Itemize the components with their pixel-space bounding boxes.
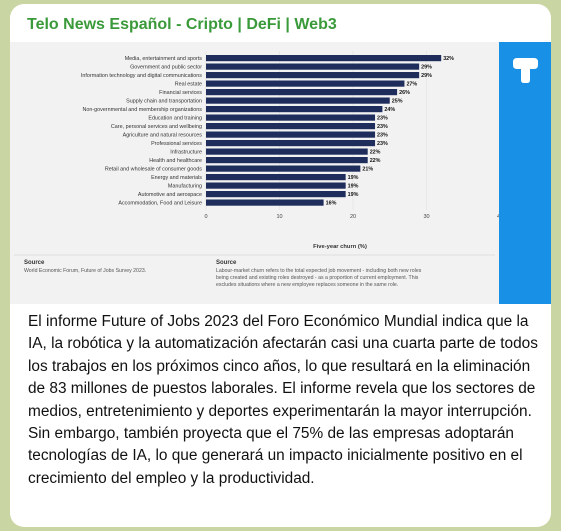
bar-value-label: 21% <box>362 167 373 173</box>
bar <box>206 182 346 189</box>
bar <box>206 140 376 147</box>
media-image[interactable]: 32% Media, entertainment and sports 29% Gov… <box>10 42 551 304</box>
category-label: Media, entertainment and sports <box>125 56 203 62</box>
x-axis-title: Five-year churn (%) <box>313 244 367 250</box>
bar-value-label: 16% <box>326 201 337 207</box>
category-label: Information technology and digital commu… <box>81 73 202 79</box>
bar <box>206 89 398 96</box>
note-title: Source <box>216 260 237 266</box>
category-label: Automotive and aerospace <box>138 192 202 198</box>
category-label: Care, personal services and wellbeing <box>111 124 202 130</box>
bar <box>206 191 346 198</box>
bar <box>206 72 420 79</box>
telegraph-t-icon <box>513 58 538 83</box>
category-label: Accommodation, Food and Leisure <box>118 201 202 207</box>
category-label: Agriculture and natural resources <box>123 133 203 139</box>
bar-value-label: 29% <box>421 65 432 71</box>
category-label: Supply chain and transportation <box>126 99 202 105</box>
bar-value-label: 32% <box>443 56 454 62</box>
category-label: Retail and wholesale of consumer goods <box>105 167 202 173</box>
x-tick-label: 0 <box>204 214 207 220</box>
side-banner <box>499 42 551 304</box>
bar-value-label: 22% <box>370 158 381 164</box>
bar-value-label: 23% <box>377 133 388 139</box>
bar-value-label: 25% <box>392 99 403 105</box>
bar-value-label: 23% <box>377 124 388 130</box>
bar-value-label: 29% <box>421 73 432 79</box>
bar <box>206 97 390 104</box>
source-text: World Economic Forum, Future of Jobs Sur… <box>24 268 146 274</box>
category-label: Health and healthcare <box>149 158 202 164</box>
bar <box>206 165 361 172</box>
x-tick-label: 40 <box>497 214 499 220</box>
bar-value-label: 23% <box>377 141 388 147</box>
category-label: Manufacturing <box>168 184 202 190</box>
bar <box>206 63 420 70</box>
note-line: being created and existing roles destroy… <box>216 275 419 281</box>
source-title: Source <box>24 260 45 266</box>
x-tick-label: 10 <box>276 214 282 220</box>
message-bubble: Telo News Español - Cripto | DeFi | Web3… <box>10 4 551 527</box>
x-tick-label: 20 <box>350 214 356 220</box>
category-label: Real estate <box>175 82 202 88</box>
category-label: Infrastructure <box>170 150 202 156</box>
category-label: Professional services <box>151 141 202 147</box>
bar <box>206 114 376 121</box>
x-tick-label: 30 <box>423 214 429 220</box>
category-label: Energy and materials <box>151 175 202 181</box>
bar <box>206 80 405 87</box>
bar-value-label: 26% <box>399 90 410 96</box>
bar <box>206 148 368 155</box>
bar-chart: 32% Media, entertainment and sports 29% Gov… <box>10 42 499 304</box>
note-line: excludes situations where a new employee… <box>216 282 398 288</box>
bar-value-label: 22% <box>370 150 381 156</box>
bar <box>206 123 376 130</box>
category-label: Education and training <box>148 116 202 122</box>
bar-value-label: 24% <box>384 107 395 113</box>
bar <box>206 55 442 62</box>
bar <box>206 199 324 206</box>
bar <box>206 157 368 164</box>
bar <box>206 174 346 181</box>
channel-name[interactable]: Telo News Español - Cripto | DeFi | Web3 <box>27 16 337 33</box>
bar-value-label: 19% <box>348 175 359 181</box>
bar-value-label: 27% <box>406 82 417 88</box>
bar <box>206 131 376 138</box>
bar-value-label: 19% <box>348 192 359 198</box>
category-label: Financial services <box>159 90 202 96</box>
note-line: Labour-market churn refers to the total … <box>216 268 422 274</box>
message-text: El informe Future of Jobs 2023 del Foro … <box>28 313 538 487</box>
bar-value-label: 23% <box>377 116 388 122</box>
bar-value-label: 19% <box>348 184 359 190</box>
bar <box>206 106 383 113</box>
category-label: Government and public sector <box>130 65 202 71</box>
category-label: Non-governmental and membership organiza… <box>82 107 202 113</box>
